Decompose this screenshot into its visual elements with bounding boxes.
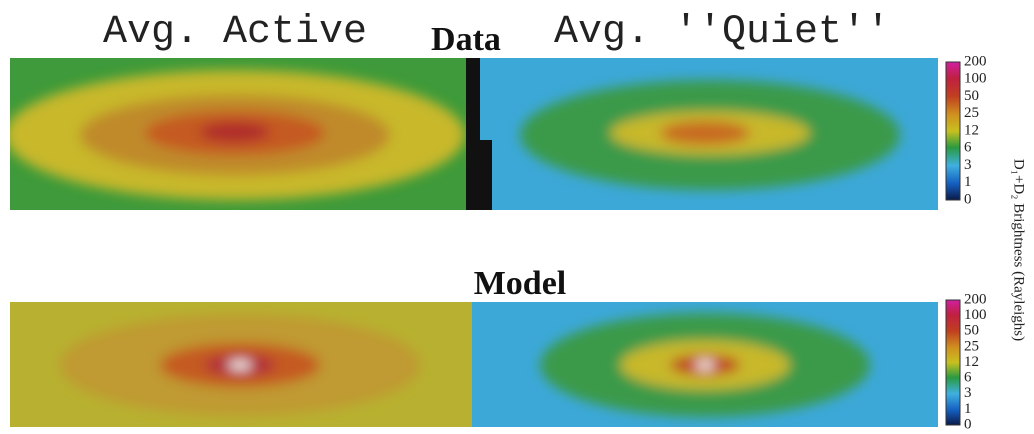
panel-title: Avg. ''Quiet'': [554, 10, 890, 55]
gap: [466, 58, 480, 210]
colorbar-tick-label: 12: [964, 354, 979, 370]
data-active-image: [5, 58, 466, 210]
colorbar: [946, 300, 960, 425]
colorbar-tick-label: 0: [964, 416, 972, 429]
colorbar-tick-label: 200: [964, 53, 987, 69]
data-quiet-image: [480, 58, 938, 210]
colorbar-tick-label: 1: [964, 174, 972, 190]
colorbar-tick-label: 3: [964, 385, 972, 401]
figure: Avg. Active Data Avg. ''Quiet'' Model: [0, 0, 1034, 429]
panel-title: Avg. Active: [103, 10, 367, 55]
colorbar: [946, 62, 960, 200]
colorbar-tick-label: 50: [964, 88, 979, 104]
section-title: Model: [474, 265, 567, 302]
colorbar-tick-label: 50: [964, 323, 979, 339]
colorbar-tick-label: 100: [964, 307, 987, 323]
page: Avg. Active Data Avg. ''Quiet'' Model: [0, 0, 1034, 429]
colorbar-tick-label: 3: [964, 157, 972, 173]
colorbar-tick-label: 25: [964, 105, 979, 121]
colorbar-tick-label: 6: [964, 370, 972, 386]
colorbar-label: D₁+D₂ Brightness (Rayleighs): [1011, 159, 1027, 341]
colorbar-tick-label: 100: [964, 71, 987, 87]
model-active-image: [10, 302, 472, 427]
colorbar-tick-label: 1: [964, 401, 972, 417]
colorbar-tick-label: 25: [964, 338, 979, 354]
colorbar-tick-label: 0: [964, 191, 972, 207]
colorbar-tick-label: 200: [964, 291, 987, 307]
model-quiet-image: [472, 302, 938, 427]
colorbar-tick-label: 6: [964, 140, 972, 156]
colorbar-tick-label: 12: [964, 122, 979, 138]
section-title: Data: [431, 21, 501, 58]
